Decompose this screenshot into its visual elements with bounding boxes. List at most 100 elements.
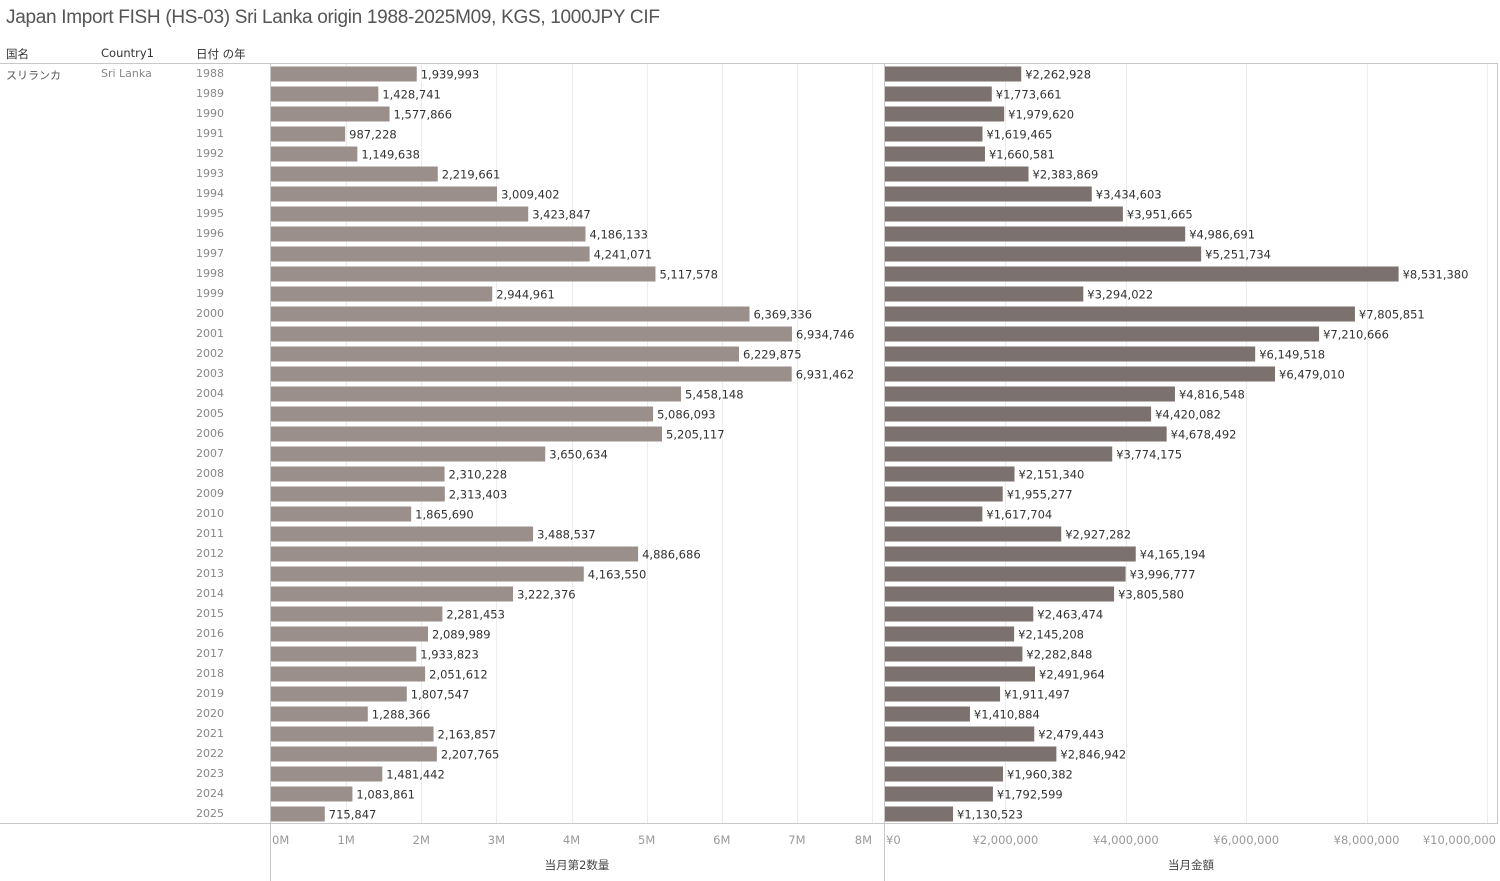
year-label[interactable]: 2014 [196, 587, 224, 600]
header-country1[interactable]: Country1 [101, 46, 155, 60]
quantity-bar[interactable] [271, 166, 438, 182]
quantity-bar[interactable] [271, 386, 682, 402]
amount-bar[interactable] [885, 286, 1084, 302]
year-label[interactable]: 2016 [196, 627, 224, 640]
year-label[interactable]: 2013 [196, 567, 224, 580]
quantity-bar[interactable] [271, 686, 407, 702]
year-label[interactable]: 2006 [196, 427, 224, 440]
year-label[interactable]: 1999 [196, 287, 224, 300]
quantity-bar[interactable] [271, 666, 426, 682]
quantity-bar[interactable] [271, 466, 445, 482]
year-label[interactable]: 2025 [196, 807, 224, 820]
amount-bar[interactable] [885, 246, 1202, 262]
quantity-bar[interactable] [271, 766, 383, 782]
quantity-bar[interactable] [271, 426, 663, 442]
year-label[interactable]: 2024 [196, 787, 224, 800]
amount-bar[interactable] [885, 446, 1113, 462]
quantity-bar[interactable] [271, 146, 358, 162]
year-label[interactable]: 2011 [196, 527, 224, 540]
year-label[interactable]: 2003 [196, 367, 224, 380]
amount-bar[interactable] [885, 706, 970, 722]
year-label[interactable]: 1996 [196, 227, 224, 240]
year-label[interactable]: 2000 [196, 307, 224, 320]
amount-bar[interactable] [885, 766, 1004, 782]
year-label[interactable]: 2021 [196, 727, 224, 740]
year-label[interactable]: 2023 [196, 767, 224, 780]
quantity-bar[interactable] [271, 286, 493, 302]
quantity-bar[interactable] [271, 726, 434, 742]
amount-bar[interactable] [885, 666, 1036, 682]
quantity-bar[interactable] [271, 346, 740, 362]
year-label[interactable]: 2018 [196, 667, 224, 680]
year-label[interactable]: 1989 [196, 87, 224, 100]
quantity-bar[interactable] [271, 206, 529, 222]
year-label[interactable]: 2019 [196, 687, 224, 700]
year-label[interactable]: 2001 [196, 327, 224, 340]
quantity-bar[interactable] [271, 266, 656, 282]
year-label[interactable]: 2007 [196, 447, 224, 460]
amount-bar[interactable] [885, 106, 1005, 122]
year-label[interactable]: 1997 [196, 247, 224, 260]
year-label[interactable]: 2010 [196, 507, 224, 520]
amount-bar[interactable] [885, 566, 1126, 582]
amount-bar[interactable] [885, 586, 1115, 602]
header-year[interactable]: 日付 の年 [196, 47, 246, 61]
quantity-bar[interactable] [271, 326, 792, 342]
quantity-bar[interactable] [271, 126, 346, 142]
quantity-bar[interactable] [271, 486, 445, 502]
header-country-jp[interactable]: 国名 [6, 47, 29, 61]
quantity-bar[interactable] [271, 186, 498, 202]
quantity-bar[interactable] [271, 366, 792, 382]
year-label[interactable]: 2022 [196, 747, 224, 760]
year-label[interactable]: 2004 [196, 387, 224, 400]
amount-bar[interactable] [885, 366, 1276, 382]
year-label[interactable]: 2008 [196, 467, 224, 480]
year-label[interactable]: 1991 [196, 127, 224, 140]
amount-bar[interactable] [885, 726, 1035, 742]
quantity-bar[interactable] [271, 626, 429, 642]
quantity-bar[interactable] [271, 566, 584, 582]
quantity-bar[interactable] [271, 306, 750, 322]
quantity-bar[interactable] [271, 86, 379, 102]
quantity-bar[interactable] [271, 526, 534, 542]
year-label[interactable]: 2005 [196, 407, 224, 420]
year-label[interactable]: 2017 [196, 647, 224, 660]
year-label[interactable]: 2012 [196, 547, 224, 560]
amount-bar[interactable] [885, 466, 1015, 482]
year-label[interactable]: 1988 [196, 67, 224, 80]
quantity-bar[interactable] [271, 546, 639, 562]
amount-bar[interactable] [885, 426, 1167, 442]
amount-bar[interactable] [885, 486, 1003, 502]
quantity-bar[interactable] [271, 446, 546, 462]
amount-bar[interactable] [885, 506, 983, 522]
quantity-bar[interactable] [271, 586, 514, 602]
year-label[interactable]: 1994 [196, 187, 224, 200]
amount-bar[interactable] [885, 166, 1029, 182]
year-label[interactable]: 1995 [196, 207, 224, 220]
year-label[interactable]: 1998 [196, 267, 224, 280]
amount-bar[interactable] [885, 326, 1320, 342]
amount-bar[interactable] [885, 526, 1062, 542]
quantity-bar[interactable] [271, 746, 437, 762]
amount-bar[interactable] [885, 226, 1186, 242]
quantity-bar[interactable] [271, 246, 590, 262]
amount-bar[interactable] [885, 186, 1092, 202]
quantity-bar[interactable] [271, 106, 390, 122]
quantity-bar[interactable] [271, 506, 412, 522]
amount-bar[interactable] [885, 126, 983, 142]
quantity-bar[interactable] [271, 406, 654, 422]
year-label[interactable]: 2020 [196, 707, 224, 720]
amount-bar[interactable] [885, 306, 1355, 322]
amount-bar[interactable] [885, 646, 1023, 662]
amount-bar[interactable] [885, 406, 1152, 422]
year-label[interactable]: 1993 [196, 167, 224, 180]
year-label[interactable]: 2009 [196, 487, 224, 500]
quantity-bar[interactable] [271, 606, 443, 622]
quantity-bar[interactable] [271, 226, 586, 242]
amount-bar[interactable] [885, 346, 1256, 362]
amount-bar[interactable] [885, 606, 1034, 622]
dimension-country-jp[interactable]: スリランカ [6, 69, 61, 82]
amount-bar[interactable] [885, 786, 993, 802]
amount-bar[interactable] [885, 626, 1015, 642]
amount-bar[interactable] [885, 66, 1022, 82]
